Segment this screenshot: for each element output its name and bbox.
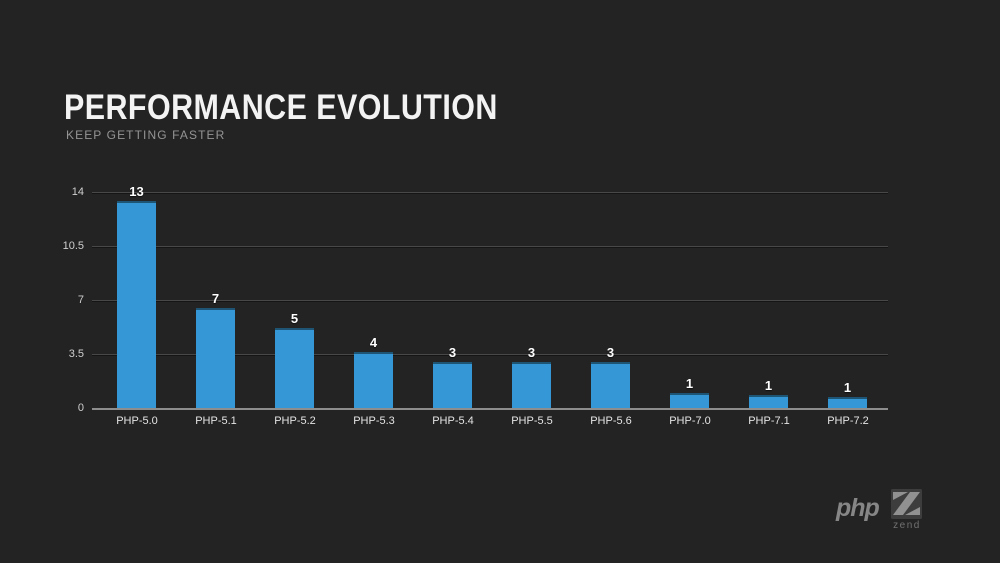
bar-value-label: 3 <box>527 345 536 360</box>
bar-value-label: 1 <box>685 376 694 391</box>
bar-php-5.3 <box>354 352 393 408</box>
bar-value-label: 5 <box>290 311 299 326</box>
y-axis-tick-label: 0 <box>77 402 84 414</box>
bar-php-5.2 <box>275 328 314 408</box>
bar-value-label: 7 <box>211 291 220 306</box>
php-logo: php <box>836 494 880 522</box>
x-axis-tick-label: PHP-5.2 <box>274 415 316 427</box>
gridline <box>92 354 888 355</box>
bar-value-label: 1 <box>843 380 852 395</box>
bar-value-label: 13 <box>129 184 144 199</box>
bar-value-label: 4 <box>369 335 378 350</box>
zend-logo-label: zend <box>893 520 921 531</box>
bar-php-5.1 <box>196 308 235 408</box>
bar-php-5.5 <box>512 362 551 408</box>
x-axis-tick-label: PHP-5.5 <box>511 415 553 427</box>
x-axis-tick-label: PHP-5.1 <box>195 415 237 427</box>
bar-value-label: 1 <box>764 378 773 393</box>
y-axis-tick-label: 14 <box>71 186 84 198</box>
x-axis-tick-label: PHP-7.0 <box>669 415 711 427</box>
y-axis-tick-label: 7 <box>77 294 84 306</box>
bar-php-5.6 <box>591 362 630 408</box>
zend-logo-icon <box>891 489 922 519</box>
gridline <box>92 246 888 247</box>
bar-php-7.1 <box>749 395 788 408</box>
gridline <box>92 300 888 301</box>
page-title: PERFORMANCE EVOLUTION <box>64 88 498 127</box>
y-axis-tick-label: 3.5 <box>68 348 84 360</box>
page-subtitle: KEEP GETTING FASTER <box>66 128 226 142</box>
y-axis-tick-label: 10.5 <box>62 240 84 252</box>
bar-php-5.0 <box>117 201 156 408</box>
x-axis-tick-label: PHP-5.3 <box>353 415 395 427</box>
bar-value-label: 3 <box>448 345 457 360</box>
bar-php-5.4 <box>433 362 472 408</box>
bar-php-7.0 <box>670 393 709 408</box>
x-axis-tick-label: PHP-5.6 <box>590 415 632 427</box>
bar-php-7.2 <box>828 397 867 408</box>
x-axis-tick-label: PHP-7.1 <box>748 415 790 427</box>
x-axis-tick-label: PHP-5.0 <box>116 415 158 427</box>
bar-value-label: 3 <box>606 345 615 360</box>
plot-area: 13 7 5 4 3 3 3 1 1 1 <box>92 185 888 410</box>
x-axis-tick-label: PHP-5.4 <box>432 415 474 427</box>
x-axis-tick-label: PHP-7.2 <box>827 415 869 427</box>
gridline <box>92 192 888 193</box>
